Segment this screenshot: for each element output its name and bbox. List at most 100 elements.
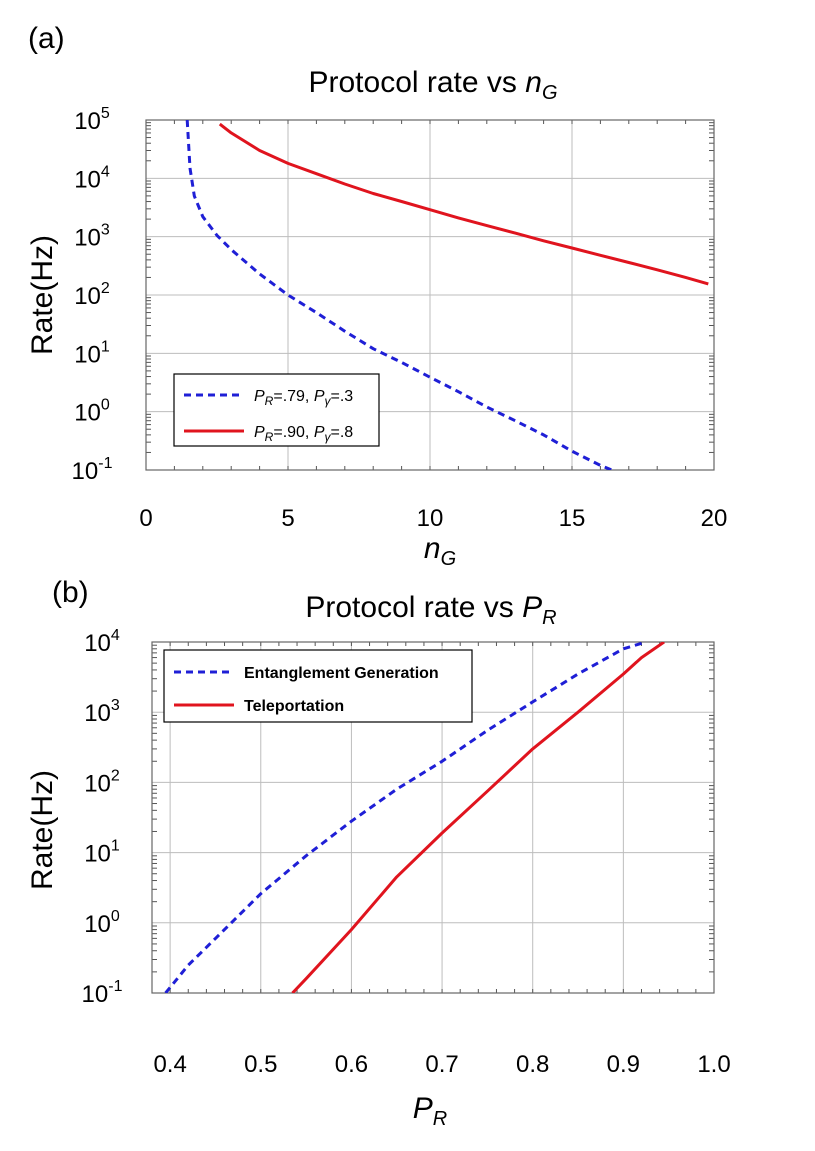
panel-b-title: Protocol rate vs PR [305, 591, 556, 629]
panel-b-y-tick-base: 10 [84, 911, 111, 938]
panel-b-y-tick-label: 101 [84, 838, 120, 868]
panel-a-xlabel: nG [424, 532, 456, 570]
panel-a-xlabel-var: n [424, 532, 441, 565]
panel-a-y-tick-base: 10 [72, 458, 99, 485]
panel-a-legend-text: P [314, 388, 325, 405]
panel-a-title-var: n [525, 66, 542, 99]
panel-a-legend-text: =.79, [273, 388, 313, 405]
panel-b-legend-label: Entanglement Generation [244, 665, 439, 682]
panel-b-y-tick-label: 104 [84, 627, 120, 657]
panel-a-legend-label: PR=.90, Pγ=.8 [254, 424, 353, 444]
panel-a-legend-text: R [265, 430, 274, 444]
panel-a-legend-text: P [254, 388, 265, 405]
panel-b-label: (b) [52, 576, 89, 609]
panel-b-y-tick-exp: -1 [108, 978, 122, 995]
panel-a-title: Protocol rate vs nG [308, 66, 557, 104]
panel-a-ylabel: Rate(Hz) [26, 235, 59, 355]
panel-a-y-tick-exp: 3 [101, 222, 110, 239]
panel-b-series-dashed-line [164, 642, 647, 993]
panel-b-y-tick-exp: 3 [111, 697, 120, 714]
panel-b-axes-frame [151, 641, 715, 994]
panel-a-y-tick-label: 101 [74, 338, 110, 368]
panel-b-x-tick-label: 0.7 [425, 1051, 458, 1078]
panel-a-legend-text: P [314, 424, 325, 441]
panel-a-y-tick-base: 10 [74, 225, 101, 252]
panel-a-y-tick-base: 10 [74, 400, 101, 427]
panel-b-y-tick-exp: 4 [111, 627, 120, 644]
panel-a-y-tick-base: 10 [74, 108, 101, 135]
panel-a-title-sub: G [542, 82, 558, 104]
panel-a-y-tick-base: 10 [74, 341, 101, 368]
panel-a-y-tick-exp: 4 [101, 163, 110, 180]
panel-a-x-tick-label: 0 [139, 505, 152, 532]
panel-a-y-tick-base: 10 [74, 283, 101, 310]
panel-a-x-tick-label: 15 [559, 505, 586, 532]
panel-b-legend-label: Teleportation [244, 698, 344, 715]
panel-b-y-tick-label: 103 [84, 697, 120, 727]
panel-a-y-tick-exp: 0 [101, 397, 110, 414]
panel-b-legend-text: Teleportation [244, 698, 344, 715]
panel-a-xlabel-sub: G [441, 548, 457, 570]
panel-b-x-tick-label: 0.5 [244, 1051, 277, 1078]
panel-b-y-tick-exp: 1 [111, 838, 120, 855]
panel-a-title-text: Protocol rate vs [308, 66, 516, 99]
panel-b-title-sub: R [542, 607, 556, 629]
panel-b-ylabel: Rate(Hz) [26, 770, 59, 890]
panel-a-legend-text: =.90, [273, 424, 313, 441]
panel-b-y-tick-base: 10 [84, 700, 111, 727]
panel-b-xlabel-var: P [413, 1092, 433, 1125]
panel-a-y-tick-base: 10 [74, 166, 101, 193]
panel-a-y-tick-exp: 1 [101, 338, 110, 355]
panel-a-series-solid-line [218, 122, 709, 286]
panel-b-title-var: P [522, 591, 542, 624]
panel-a-y-tick-exp: -1 [98, 455, 112, 472]
panel-a-y-tick-label: 10-1 [72, 455, 113, 485]
panel-b-x-tick-label: 0.8 [516, 1051, 549, 1078]
panel-a-y-tick-exp: 5 [101, 105, 110, 122]
panel-a-x-tick-label: 5 [281, 505, 294, 532]
panel-b-y-tick-exp: 2 [111, 767, 120, 784]
panel-b-y-tick-base: 10 [84, 841, 111, 868]
panel-b-legend-text: Entanglement Generation [244, 665, 439, 682]
panel-b-x-tick-label: 0.6 [335, 1051, 368, 1078]
panel-a-label: (a) [28, 22, 65, 55]
panel-b-legend-box [163, 649, 473, 723]
panel-a-y-tick-label: 100 [74, 397, 110, 427]
panel-b-y-tick-base: 10 [84, 770, 111, 797]
panel-a-legend-text: P [254, 424, 265, 441]
panel-b-series-solid-line [291, 642, 665, 993]
panel-b-y-tick-label: 100 [84, 908, 120, 938]
panel-a-legend: PR=.79, Pγ=.3PR=.90, Pγ=.8 [173, 373, 380, 447]
panel-b-xlabel: PR [413, 1092, 447, 1130]
panel-a-x-tick-label: 10 [417, 505, 444, 532]
panel-b-x-tick-label: 0.9 [607, 1051, 640, 1078]
panel-a-y-tick-label: 103 [74, 222, 110, 252]
panel-a-x-tick-label: 20 [701, 505, 728, 532]
panel-a-series-dashed-line [185, 120, 613, 470]
panel-b-y-tick-label: 102 [84, 767, 120, 797]
panel-b-y-tick-label: 10-1 [82, 978, 123, 1008]
panel-a-y-tick-label: 104 [74, 163, 110, 193]
panel-b-legend: Entanglement Generation Teleportation [163, 649, 473, 723]
panel-b-plot: 0.4 0.5 0.6 0.7 0.8 0.9 1.010410310210110010-1… [82, 627, 731, 1078]
panel-b-y-tick-base: 10 [84, 630, 111, 657]
panel-a-legend-text: =.3 [331, 388, 354, 405]
panel-b-x-tick-label: 1.0 [697, 1051, 730, 1078]
panel-b-y-tick-base: 10 [82, 981, 109, 1008]
panel-a-y-tick-exp: 2 [101, 280, 110, 297]
panel-b-x-tick-label: 0.4 [153, 1051, 186, 1078]
panel-a-legend-text: γ [325, 394, 332, 408]
panel-a-legend-label: PR=.79, Pγ=.3 [254, 388, 353, 408]
panel-a-legend-text: =.8 [331, 424, 354, 441]
panel-b-xlabel-sub: R [433, 1108, 447, 1130]
panel-a-legend-box [173, 373, 380, 447]
panel-a-legend-text: γ [325, 430, 332, 444]
panel-b-title-text: Protocol rate vs [305, 591, 513, 624]
panel-a-y-tick-label: 102 [74, 280, 110, 310]
panel-a-axes-frame [145, 119, 715, 471]
panel-b-y-tick-exp: 0 [111, 908, 120, 925]
panel-a-legend-text: R [265, 394, 274, 408]
panel-a-y-tick-label: 105 [74, 105, 110, 135]
